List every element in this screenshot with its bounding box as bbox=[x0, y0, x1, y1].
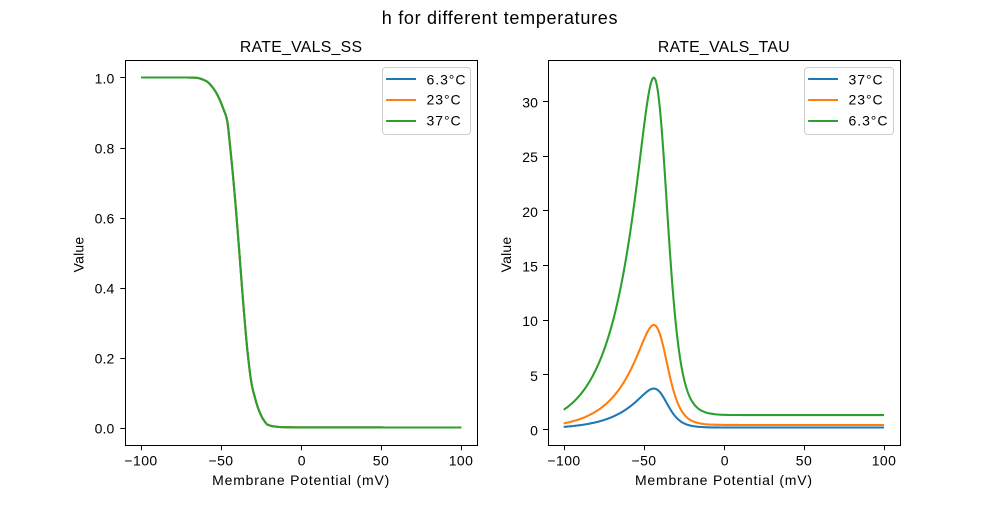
svg-text:Membrane Potential (mV): Membrane Potential (mV) bbox=[212, 472, 390, 488]
svg-text:Value: Value bbox=[498, 237, 514, 273]
svg-text:Value: Value bbox=[71, 237, 87, 273]
svg-text:25: 25 bbox=[522, 149, 538, 165]
svg-text:6.3°C: 6.3°C bbox=[849, 112, 889, 128]
svg-text:−100: −100 bbox=[124, 452, 157, 468]
svg-text:RATE_VALS_SS: RATE_VALS_SS bbox=[240, 39, 362, 56]
svg-text:100: 100 bbox=[872, 452, 897, 468]
svg-text:37°C: 37°C bbox=[427, 112, 462, 128]
svg-text:0.8: 0.8 bbox=[95, 140, 115, 156]
svg-text:23°C: 23°C bbox=[849, 91, 884, 107]
svg-text:RATE_VALS_TAU: RATE_VALS_TAU bbox=[658, 39, 790, 56]
svg-text:23°C: 23°C bbox=[427, 91, 462, 107]
svg-text:−100: −100 bbox=[547, 452, 580, 468]
svg-text:−50: −50 bbox=[631, 452, 656, 468]
svg-text:0: 0 bbox=[721, 452, 729, 468]
svg-text:1.0: 1.0 bbox=[95, 70, 115, 86]
svg-text:37°C: 37°C bbox=[849, 71, 884, 87]
svg-text:h for different temperatures: h for different temperatures bbox=[382, 8, 618, 28]
svg-text:0.0: 0.0 bbox=[95, 420, 115, 436]
svg-text:10: 10 bbox=[522, 313, 538, 329]
svg-text:Membrane Potential (mV): Membrane Potential (mV) bbox=[635, 472, 813, 488]
svg-text:0.6: 0.6 bbox=[95, 210, 115, 226]
svg-text:30: 30 bbox=[522, 94, 538, 110]
svg-text:50: 50 bbox=[796, 452, 812, 468]
svg-text:100: 100 bbox=[449, 452, 474, 468]
svg-text:0: 0 bbox=[298, 452, 306, 468]
svg-text:0.2: 0.2 bbox=[95, 350, 115, 366]
svg-text:50: 50 bbox=[373, 452, 389, 468]
svg-text:0.4: 0.4 bbox=[95, 280, 115, 296]
svg-text:15: 15 bbox=[522, 258, 538, 274]
svg-text:0: 0 bbox=[530, 422, 538, 438]
svg-text:5: 5 bbox=[530, 368, 538, 384]
svg-text:20: 20 bbox=[522, 204, 538, 220]
svg-text:−50: −50 bbox=[208, 452, 233, 468]
svg-text:6.3°C: 6.3°C bbox=[427, 71, 467, 87]
